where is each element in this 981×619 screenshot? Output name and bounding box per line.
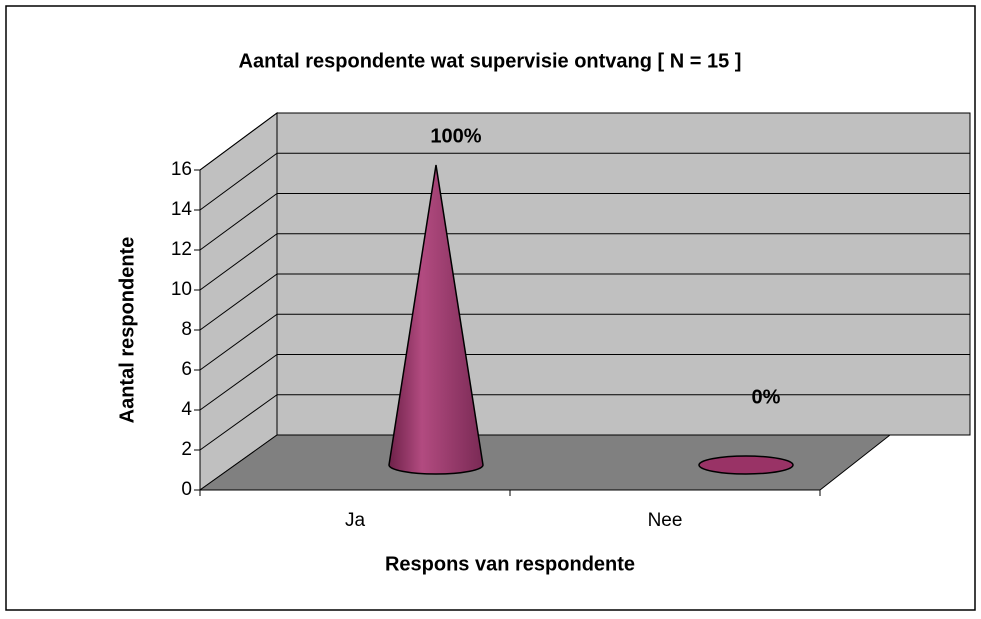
x-tick-label: Ja: [345, 510, 366, 531]
y-tick-label: 4: [181, 399, 192, 420]
y-tick-label: 6: [181, 359, 192, 380]
grid-line: [199, 152, 278, 211]
grid-line: [199, 233, 278, 291]
floor: [198, 434, 892, 491]
grid: [194, 112, 970, 496]
y-tick-label: 10: [171, 279, 192, 300]
x-axis-title: Respons van respondente: [385, 553, 635, 575]
chart-title: Aantal respondente wat supervisie ontvan…: [239, 50, 742, 72]
grid-line: [199, 273, 278, 331]
y-tick-label: 16: [171, 159, 192, 180]
y-tick-label: 8: [181, 319, 192, 340]
grid-line: [199, 394, 278, 451]
cone: [698, 455, 794, 475]
y-tick-label: 12: [171, 239, 192, 260]
grid-line: [199, 193, 278, 251]
y-tick-label: 2: [181, 439, 192, 460]
marks: 100% 0%: [388, 125, 794, 475]
grid-line: [199, 112, 278, 171]
cone: [388, 164, 484, 475]
y-tick-label: 14: [171, 199, 193, 220]
value-label: 100%: [430, 125, 481, 147]
y-axis-title: Aantal respondente: [116, 237, 138, 424]
grid-line: [199, 313, 278, 371]
value-label: 0%: [752, 386, 781, 408]
x-tick-label: Nee: [648, 510, 683, 531]
y-tick-label: 0: [181, 479, 192, 500]
grid-line: [199, 354, 278, 411]
